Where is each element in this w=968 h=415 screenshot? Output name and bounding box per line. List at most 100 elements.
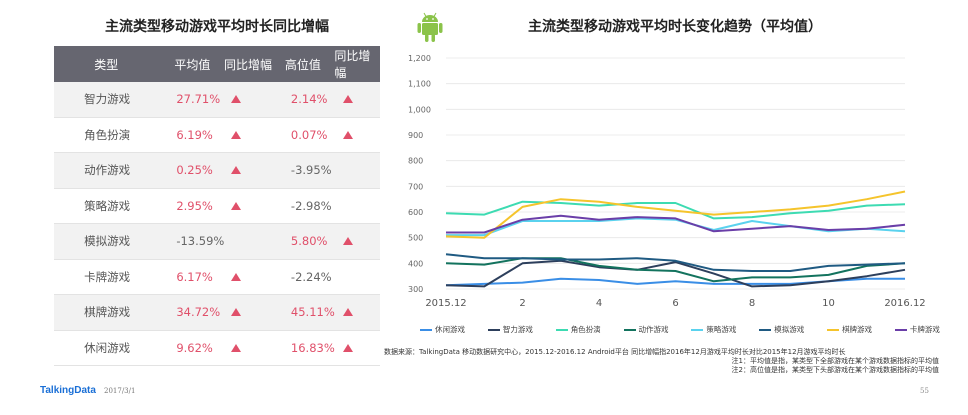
up-arrow-icon [230, 343, 241, 352]
cell-avg-trend [225, 92, 281, 106]
cell-avg-trend [225, 305, 281, 319]
legend-swatch [487, 328, 500, 331]
cell-avg-trend [225, 270, 281, 284]
legend-label: 卡牌游戏 [909, 325, 940, 334]
cell-type: 卡牌游戏 [84, 269, 131, 284]
cell-high-trend [339, 341, 380, 355]
cell-avg: 6.17% [176, 269, 213, 284]
cell-avg-trend [225, 341, 281, 355]
header-avg-yoy: 同比增幅 [223, 57, 272, 72]
legend-item: 棋牌游戏 [827, 324, 872, 335]
cell-avg-trend [225, 163, 281, 177]
note-2: 注2：高位值是指，某类型下头部游戏在某个游戏数据指标的平均值 [731, 366, 939, 374]
cell-avg: 6.19% [176, 127, 213, 142]
table-row: 卡牌游戏 6.17% -2.24% [54, 260, 380, 295]
up-arrow-icon [343, 95, 354, 104]
chart-title: 主流类型移动游戏平均时长变化趋势（平均值） [528, 19, 822, 35]
cell-type: 策略游戏 [84, 198, 131, 213]
y-tick-label: 600 [408, 208, 423, 217]
x-tick-label: 10 [822, 298, 835, 309]
table-header-row: 类型 平均值 同比增幅 高位值 同比增幅 [54, 46, 380, 82]
cell-high: -2.98% [290, 198, 332, 213]
legend-item: 智力游戏 [487, 324, 533, 335]
up-arrow-icon [230, 201, 241, 210]
legend-swatch [894, 328, 907, 331]
cell-type: 休闲游戏 [84, 340, 131, 355]
up-arrow-icon [230, 308, 241, 317]
header-high: 高位值 [284, 57, 321, 72]
cell-high: 45.11% [290, 305, 335, 320]
cell-type: 角色扮演 [84, 127, 131, 142]
header-high-yoy: 同比增幅 [334, 49, 371, 80]
header-type: 类型 [94, 57, 119, 72]
legend-label: 休闲游戏 [435, 325, 465, 334]
up-arrow-icon [343, 237, 354, 246]
table-body: 智力游戏 27.71% 2.14% 角色扮演 6.19% 0.07% 动作游戏 0.25% -3… [54, 82, 380, 366]
cell-high: -3.95% [290, 163, 332, 178]
cell-avg: 9.62% [176, 340, 213, 355]
up-arrow-icon [230, 95, 241, 104]
up-arrow-icon [230, 272, 241, 281]
legend-swatch [623, 328, 636, 331]
legend-label: 智力游戏 [502, 325, 533, 334]
table-row: 角色扮演 6.19% 0.07% [54, 118, 380, 153]
up-arrow-icon [343, 308, 354, 317]
legend-item: 动作游戏 [623, 324, 669, 335]
legend-item: 卡牌游戏 [894, 324, 940, 335]
cell-avg: 2.95% [176, 198, 213, 213]
x-tick-label: 2016.12 [884, 298, 925, 309]
cell-avg-trend [225, 128, 281, 142]
y-tick-label: 700 [408, 182, 423, 191]
legend-swatch [827, 328, 840, 331]
growth-table: 类型 平均值 同比增幅 高位值 同比增幅 智力游戏 27.71% 2.14% 角色扮演… [54, 46, 380, 366]
x-tick-label: 8 [749, 298, 755, 309]
cell-avg: 27.71% [176, 92, 221, 107]
source-note: 数据来源：TalkingData 移动数据研究中心，2015.12-2016.1… [384, 348, 939, 375]
legend-item: 策略游戏 [691, 324, 736, 335]
cell-type: 智力游戏 [84, 92, 131, 107]
y-tick-label: 1,000 [408, 105, 431, 114]
cell-avg: 0.25% [176, 163, 213, 178]
note-1: 注1：平均值是指，某类型下全部游戏在某个游戏数据指标的平均值 [731, 357, 939, 365]
y-tick-label: 900 [408, 131, 423, 140]
series-line [445, 259, 906, 288]
x-tick-label: 4 [596, 298, 602, 309]
cell-high: 16.83% [290, 340, 335, 355]
legend-item: 角色扮演 [555, 324, 601, 335]
footer-date: 2017/3/1 [104, 387, 136, 395]
cell-high-trend [339, 92, 380, 106]
cell-high: 0.07% [290, 127, 328, 142]
y-tick-label: 800 [408, 157, 423, 166]
line-chart: 300 400 500 600 700 800 900 1,000 1,100 1,200 2015… [408, 54, 926, 309]
legend-item: 模拟游戏 [759, 324, 804, 335]
series-line [446, 214, 906, 234]
up-arrow-icon [230, 166, 241, 175]
legend-label: 动作游戏 [638, 325, 669, 334]
cell-high: 2.14% [290, 92, 328, 107]
series-line [445, 190, 906, 239]
y-tick-label: 500 [408, 234, 423, 243]
page-number: 55 [920, 387, 929, 395]
legend-label: 模拟游戏 [774, 325, 805, 334]
table-title: 主流类型移动游戏平均时长同比增幅 [105, 19, 329, 35]
y-tick-label: 400 [408, 259, 423, 268]
legend-swatch [555, 328, 568, 331]
cell-type: 模拟游戏 [84, 234, 131, 249]
series-line [445, 253, 906, 272]
series-line [446, 217, 906, 237]
x-tick-label: 2 [519, 298, 525, 309]
legend-label: 角色扮演 [570, 325, 601, 334]
legend-swatch [759, 328, 772, 331]
y-tick-label: 1,200 [408, 54, 431, 63]
source-text: 数据来源：TalkingData 移动数据研究中心，2015.12-2016.1… [384, 348, 846, 356]
y-tick-label: 300 [408, 285, 423, 294]
cell-high-trend [339, 305, 380, 319]
cell-high-trend [339, 128, 380, 142]
table-row: 动作游戏 0.25% -3.95% [54, 153, 380, 189]
table-row: 休闲游戏 9.62% 16.83% [54, 331, 380, 366]
legend-swatch [691, 328, 704, 331]
up-arrow-icon [343, 343, 354, 352]
legend-label: 策略游戏 [706, 325, 737, 334]
cell-type: 棋牌游戏 [84, 305, 131, 320]
x-tick-label: 2015.12 [425, 298, 466, 309]
